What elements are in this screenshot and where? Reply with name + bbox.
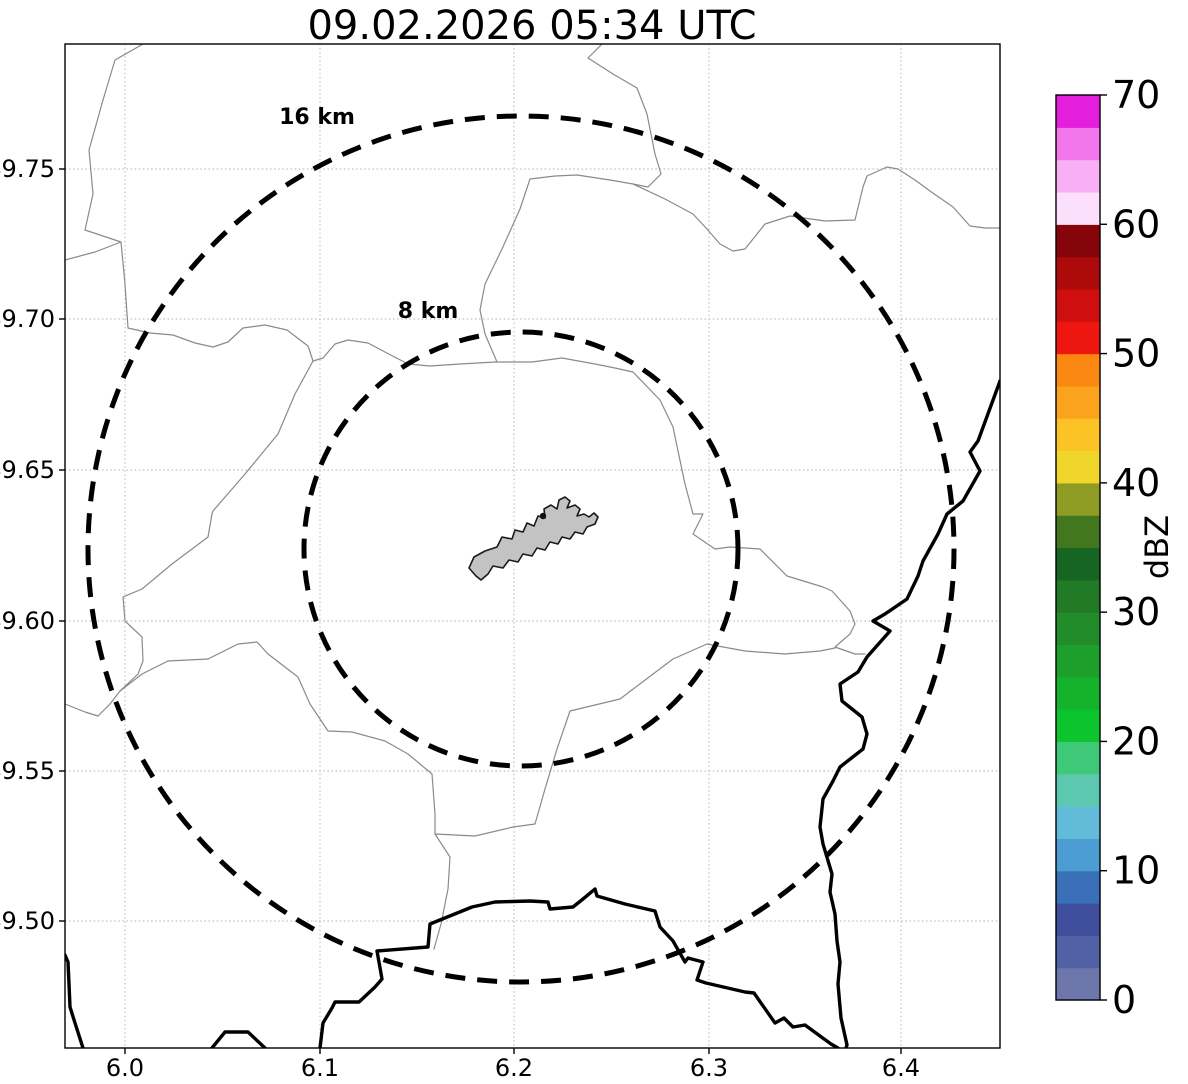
river-boundary-path bbox=[119, 360, 314, 692]
x-tick-label: 6.1 bbox=[301, 1054, 339, 1082]
colorbar: 0 10 20 30 40 50 60 70 dBZ bbox=[1055, 73, 1176, 1022]
colorbar-band bbox=[1056, 482, 1100, 516]
colorbar-band bbox=[1056, 935, 1100, 969]
river-boundary-path bbox=[65, 641, 436, 835]
colorbar-band bbox=[1056, 353, 1100, 387]
country-border-path bbox=[818, 379, 1000, 1048]
river-boundary-path bbox=[479, 166, 1000, 363]
y-axis: 49.75 49.70 49.65 49.60 49.55 49.50 bbox=[0, 155, 65, 935]
y-tick-label: 49.75 bbox=[0, 155, 55, 183]
x-tick-label: 6.3 bbox=[690, 1054, 728, 1082]
colorbar-band bbox=[1056, 676, 1100, 710]
country-border-lines bbox=[65, 379, 1000, 1048]
thin-boundary-lines bbox=[65, 44, 1000, 950]
range-ring-label-16km: 16 km bbox=[279, 105, 355, 130]
colorbar-band bbox=[1056, 159, 1100, 193]
colorbar-band bbox=[1056, 515, 1100, 549]
colorbar-band bbox=[1056, 903, 1100, 936]
country-border-path bbox=[65, 953, 85, 1048]
dbz-axis-label: dBZ bbox=[1138, 515, 1176, 579]
colorbar-bands bbox=[1056, 95, 1100, 1001]
y-tick-label: 49.50 bbox=[0, 907, 55, 935]
colorbar-tick-label: 70 bbox=[1112, 73, 1160, 117]
plot-title: 09.02.2026 05:34 UTC bbox=[307, 3, 756, 49]
grid bbox=[65, 44, 1000, 1048]
colorbar-tick-label: 40 bbox=[1112, 461, 1160, 505]
colorbar-band bbox=[1056, 741, 1100, 775]
colorbar-band bbox=[1056, 838, 1100, 872]
x-axis: 6.0 6.1 6.2 6.3 6.4 bbox=[106, 1048, 920, 1082]
map-plot: 16 km 8 km 6.06.16.26.36.4 49.7549.7049.… bbox=[0, 43, 1001, 1082]
river-boundary-path bbox=[65, 241, 122, 261]
x-tick-label: 6.2 bbox=[495, 1054, 533, 1082]
colorbar-band bbox=[1056, 288, 1100, 322]
colorbar-tick-label: 20 bbox=[1112, 719, 1160, 763]
colorbar-band bbox=[1056, 191, 1100, 225]
city-boundary-polygon bbox=[468, 496, 599, 581]
y-tick-label: 49.55 bbox=[0, 757, 55, 785]
colorbar-band bbox=[1056, 418, 1100, 452]
river-boundary-path bbox=[434, 643, 836, 837]
y-tick-label: 49.70 bbox=[0, 305, 55, 333]
colorbar-band bbox=[1056, 256, 1100, 290]
colorbar-tick-label: 10 bbox=[1112, 849, 1160, 893]
colorbar-band bbox=[1056, 547, 1100, 581]
country-border-path bbox=[318, 887, 840, 1048]
colorbar-band bbox=[1056, 644, 1100, 678]
colorbar-band bbox=[1056, 95, 1100, 128]
river-boundary-path bbox=[632, 371, 866, 655]
radar-site-marker bbox=[539, 512, 547, 520]
colorbar-tick-label: 60 bbox=[1112, 202, 1160, 246]
river-boundary-path bbox=[587, 44, 662, 188]
x-tick-label: 6.0 bbox=[106, 1054, 144, 1082]
y-tick-label: 49.65 bbox=[0, 456, 55, 484]
range-ring-label-8km: 8 km bbox=[398, 299, 459, 324]
river-boundary-path bbox=[127, 324, 634, 373]
colorbar-frame bbox=[1055, 94, 1101, 1001]
colorbar-band bbox=[1056, 385, 1100, 419]
range-ring-16km bbox=[85, 113, 957, 985]
colorbar-ticks: 0 10 20 30 40 50 60 70 bbox=[1100, 73, 1160, 1022]
colorbar-band bbox=[1056, 870, 1100, 904]
colorbar-band bbox=[1056, 321, 1100, 355]
colorbar-tick-label: 0 bbox=[1112, 978, 1136, 1022]
colorbar-band bbox=[1056, 450, 1100, 484]
colorbar-band bbox=[1056, 579, 1100, 613]
colorbar-band bbox=[1056, 709, 1100, 743]
colorbar-band bbox=[1056, 806, 1100, 839]
range-ring-8km bbox=[301, 329, 741, 769]
colorbar-band bbox=[1056, 967, 1100, 1001]
y-tick-label: 49.60 bbox=[0, 607, 55, 635]
river-boundary-path bbox=[433, 833, 451, 950]
plot-frame bbox=[64, 43, 1001, 1049]
river-boundary-path bbox=[84, 44, 144, 329]
country-border-path bbox=[210, 1030, 267, 1048]
colorbar-band bbox=[1056, 773, 1100, 807]
colorbar-band bbox=[1056, 224, 1100, 258]
colorbar-tick-label: 50 bbox=[1112, 332, 1160, 376]
x-tick-label: 6.4 bbox=[882, 1054, 920, 1082]
colorbar-band bbox=[1056, 127, 1100, 161]
colorbar-band bbox=[1056, 612, 1100, 646]
colorbar-tick-label: 30 bbox=[1112, 590, 1160, 634]
